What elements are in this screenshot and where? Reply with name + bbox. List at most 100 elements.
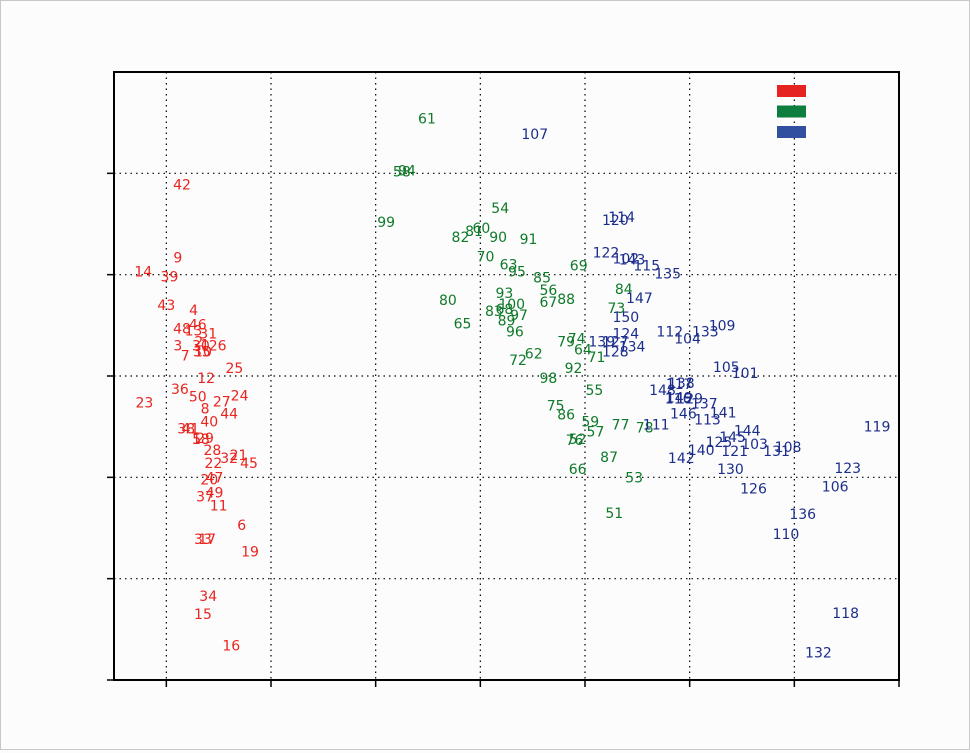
point-label: 140 [688, 443, 715, 459]
point-label: 114 [608, 210, 635, 226]
point-label: 97 [510, 308, 528, 324]
point-label: 48 [173, 321, 191, 337]
point-label: 3 [173, 339, 182, 355]
point-label: 24 [231, 388, 249, 404]
point-label: 27 [213, 394, 231, 410]
point-label: 17 [198, 532, 216, 548]
point-label: 88 [557, 292, 575, 308]
point-label: 1 [201, 338, 210, 354]
point-label: 29 [196, 431, 214, 447]
point-label: 11 [210, 499, 228, 515]
point-label: 65 [454, 316, 472, 332]
point-label: 33 [194, 532, 212, 548]
point-label: 127 [602, 335, 629, 351]
point-label: 44 [220, 407, 238, 423]
point-label: 21 [230, 448, 248, 464]
point-label: 90 [489, 230, 507, 246]
point-label: 103 [741, 437, 768, 453]
point-label: 98 [539, 371, 557, 387]
point-label: 4 [189, 303, 198, 319]
plot-frame [113, 71, 900, 681]
point-label: 131 [763, 444, 790, 460]
point-label: 139 [588, 335, 615, 351]
point-label: 130 [717, 462, 744, 478]
point-label: 112 [656, 324, 683, 340]
point-label: 22 [205, 456, 223, 472]
point-label: 83 [485, 304, 503, 320]
point-label: 16 [222, 639, 240, 655]
point-label: 14 [134, 265, 152, 281]
point-label: 15 [194, 607, 212, 623]
point-label: 121 [721, 444, 748, 460]
point-label: 81 [465, 224, 483, 240]
point-label: 19 [241, 544, 259, 560]
point-label: 99 [377, 215, 395, 231]
point-label: 137 [691, 396, 718, 412]
point-label: 135 [654, 267, 681, 283]
point-label: 9 [173, 250, 182, 266]
point-label: 84 [615, 282, 633, 298]
legend-swatch [777, 85, 806, 97]
point-label: 63 [500, 258, 518, 274]
point-label: 30 [192, 339, 210, 355]
point-label: 70 [477, 249, 495, 265]
point-label: 78 [636, 421, 654, 437]
point-label: 104 [674, 332, 701, 348]
point-label: 141 [710, 405, 737, 421]
point-label: 102 [612, 251, 639, 267]
point-label: 66 [569, 462, 587, 478]
point-label: 2 [194, 335, 203, 351]
point-label: 7 [181, 349, 190, 365]
point-label: 56 [539, 283, 557, 299]
point-label: 36 [171, 382, 189, 398]
point-label: 111 [643, 418, 670, 434]
point-label: 96 [506, 324, 524, 340]
point-label: 145 [719, 430, 746, 446]
point-label: 68 [495, 302, 513, 318]
point-label: 138 [668, 376, 695, 392]
point-label: 142 [668, 451, 695, 467]
legend-swatch [777, 126, 806, 138]
point-label: 74 [568, 332, 586, 348]
point-label: 124 [612, 326, 639, 342]
point-label: 45 [240, 456, 258, 472]
point-label: 91 [520, 232, 538, 248]
point-label: 108 [775, 440, 802, 456]
point-label: 62 [525, 347, 543, 363]
point-label: 6 [237, 518, 246, 534]
point-label: 64 [574, 343, 592, 359]
point-label: 134 [619, 340, 646, 356]
point-label: 92 [565, 361, 583, 377]
point-label: 37 [196, 490, 214, 506]
point-label: 119 [864, 420, 891, 436]
point-label: 85 [533, 271, 551, 287]
point-label: 34 [199, 589, 217, 605]
point-label: 125 [706, 435, 733, 451]
point-label: 40 [200, 415, 218, 431]
point-label: 122 [593, 245, 620, 261]
point-label: 32 [220, 451, 238, 467]
point-label: 73 [607, 301, 625, 317]
point-label: 94 [398, 163, 416, 179]
point-label: 47 [206, 470, 224, 486]
point-label: 146 [670, 407, 697, 423]
point-label: 101 [732, 366, 759, 382]
point-label: 52 [569, 432, 587, 448]
legend-swatch [777, 105, 806, 118]
point-label: 59 [581, 415, 599, 431]
point-label: 105 [713, 360, 740, 376]
point-label: 133 [692, 324, 719, 340]
point-label: 107 [521, 127, 548, 143]
point-label: 13 [185, 323, 203, 339]
point-label: 38 [177, 422, 195, 438]
point-label: 82 [452, 230, 470, 246]
point-label: 100 [498, 297, 525, 313]
point-label: 149 [666, 390, 693, 406]
point-label: 5 [192, 432, 201, 448]
point-label: 25 [225, 361, 243, 377]
point-label: 147 [626, 291, 653, 307]
point-label: 58 [393, 164, 411, 180]
point-label: 148 [649, 383, 676, 399]
